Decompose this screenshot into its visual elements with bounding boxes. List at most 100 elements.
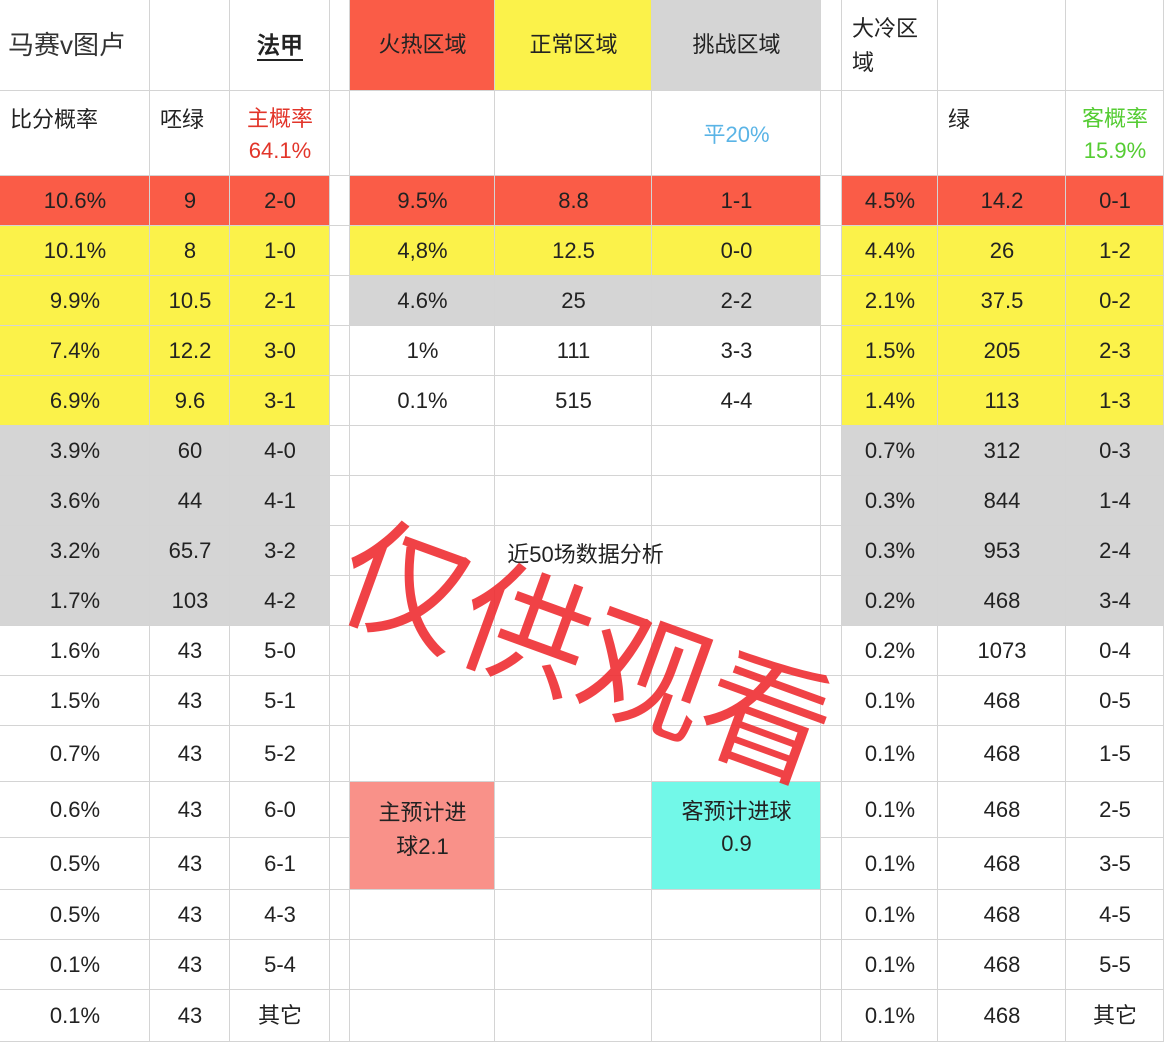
cell: [495, 576, 652, 626]
cell: [350, 426, 495, 476]
home-cell: 6.9%: [49, 387, 101, 413]
cell: [0, 476, 150, 526]
away-cell: 0.1%: [864, 796, 916, 822]
cell: [150, 376, 230, 426]
cell: [652, 376, 821, 426]
cell: [821, 226, 842, 276]
mid-cell: 0-0: [720, 237, 753, 263]
mid-cell: 3-3: [720, 337, 753, 363]
cell: [495, 326, 652, 376]
away-cell: 1.4%: [864, 387, 916, 413]
cell: [938, 890, 1066, 940]
cell: [230, 526, 330, 576]
probability: 主概率 64.1%: [230, 91, 330, 176]
cell: [230, 990, 330, 1042]
cell: [0, 890, 150, 940]
cell: [350, 576, 495, 626]
cell: [652, 676, 821, 726]
cell: [821, 376, 842, 426]
cell: [330, 226, 350, 276]
cell: [938, 526, 1066, 576]
home-cell: 其它: [257, 1002, 302, 1028]
cell: [0, 940, 150, 990]
cell: [842, 526, 938, 576]
away-cell: 2-3: [1099, 337, 1131, 363]
cell: [330, 376, 350, 426]
cell: [230, 576, 330, 626]
away-cell: 37.5: [980, 287, 1024, 313]
cell: [842, 626, 938, 676]
cell: [330, 838, 350, 890]
cell: [652, 890, 821, 940]
cell: [821, 426, 842, 476]
cell: [842, 376, 938, 426]
away-cell: 2-5: [1099, 796, 1131, 822]
away-cell: 0.1%: [864, 850, 916, 876]
away-cell: 3-4: [1099, 587, 1131, 613]
cell: [230, 838, 330, 890]
cell: [150, 838, 230, 890]
home-cell: 5-4: [264, 951, 296, 977]
away-goals: 客预计进球0.9: [681, 799, 792, 856]
cell: [1066, 526, 1164, 576]
cell: [230, 426, 330, 476]
away-cell: 113: [984, 387, 1020, 413]
mid-cell: 4.6%: [397, 287, 448, 313]
cell: [0, 626, 150, 676]
cell: [1066, 726, 1164, 782]
cell: [150, 726, 230, 782]
zone-label: 火热区域: [378, 32, 467, 58]
cell: [150, 576, 230, 626]
cell: [495, 91, 652, 176]
cell: [495, 426, 652, 476]
home-cell: 12.2: [168, 337, 212, 363]
cell: [1066, 626, 1164, 676]
cell: [938, 576, 1066, 626]
away-cell: 1-3: [1099, 387, 1131, 413]
away-cell: 468: [983, 1002, 1021, 1028]
away-cell: 468: [983, 687, 1021, 713]
away-cell: 0.2%: [864, 587, 916, 613]
cell: [652, 176, 821, 226]
away-cell: 1.5%: [864, 337, 916, 363]
cell: [495, 276, 652, 326]
cell: [350, 890, 495, 940]
away-cell: 1-5: [1099, 740, 1131, 766]
away-cell: 0.2%: [864, 637, 916, 663]
cell: [230, 0, 330, 91]
home-cell: 1-0: [264, 237, 296, 263]
cell: [842, 782, 938, 838]
cell: [842, 176, 938, 226]
away-cell: 14.2: [980, 187, 1024, 213]
away-cell: 0.1%: [864, 687, 916, 713]
cell: [230, 376, 330, 426]
home-cell: 103: [171, 587, 209, 613]
cell: [330, 626, 350, 676]
home-cell: 0.5%: [49, 850, 101, 876]
cell: [842, 91, 938, 176]
cell: [0, 576, 150, 626]
cell: [150, 476, 230, 526]
away-cell: 2-4: [1099, 537, 1131, 563]
cell: [150, 91, 230, 176]
mid-cell: 9.5%: [397, 187, 448, 213]
cell: [0, 990, 150, 1042]
cell: [821, 890, 842, 940]
cell: [230, 226, 330, 276]
cell: [938, 426, 1066, 476]
cell: [652, 940, 821, 990]
cell: [938, 940, 1066, 990]
cell: [350, 0, 495, 91]
cell: [938, 782, 1066, 838]
cell: [842, 0, 938, 91]
cell: [495, 526, 652, 576]
home-cell: 10.5: [168, 287, 212, 313]
probability-text: 64.1%: [248, 138, 312, 163]
home-cell: 43: [177, 687, 203, 713]
cell: [821, 0, 842, 91]
away-cell: 1-2: [1099, 237, 1131, 263]
column-label: 绿: [948, 107, 971, 132]
cell: [938, 0, 1066, 91]
cell: [1066, 376, 1164, 426]
